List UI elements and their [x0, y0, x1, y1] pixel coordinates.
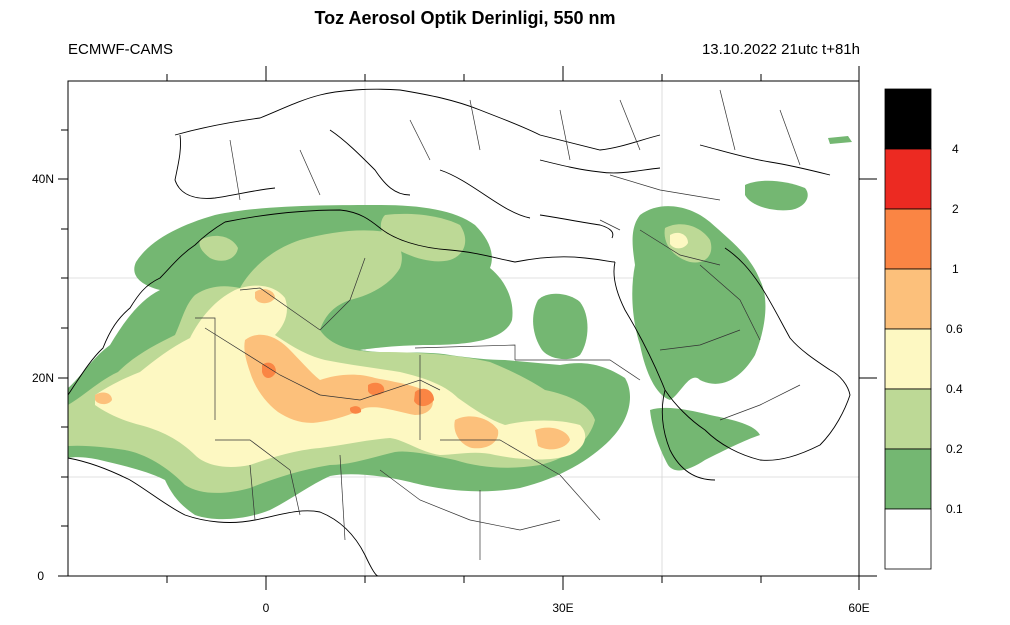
colorbar-label-1: 1	[952, 262, 959, 276]
colorbar-bin-5	[884, 268, 932, 330]
colorbar-bin-6	[884, 208, 932, 270]
colorbar-label-2: 2	[952, 202, 959, 216]
aod-layer-1	[262, 362, 434, 414]
colorbar-label-0.6: 0.6	[946, 322, 963, 336]
country-borders	[195, 89, 801, 560]
colorbar-bin-3	[884, 388, 932, 450]
colorbar-bin-1	[884, 508, 932, 570]
tick-marks	[58, 66, 877, 590]
map-area	[68, 81, 859, 576]
lon-label-30e: 30E	[552, 601, 573, 615]
lat-label-20: 20N	[32, 371, 54, 385]
colorbar-bin-7	[884, 148, 932, 210]
colorbar-label-4: 4	[952, 142, 959, 156]
valid-time-label: 13.10.2022 21utc t+81h	[701, 41, 860, 58]
lat-label-40: 40N	[32, 172, 54, 186]
colorbar-bin-4	[884, 328, 932, 390]
coastlines	[68, 88, 851, 576]
data-source-label: ECMWF-CAMS	[68, 41, 173, 58]
colorbar-label-0.2: 0.2	[946, 442, 963, 456]
lon-label-60e: 60E	[848, 601, 869, 615]
colorbar: 4 2 1 0.6 0.4 0.2 0.1	[884, 88, 963, 570]
colorbar-bin-2	[884, 448, 932, 510]
colorbar-label-0.4: 0.4	[946, 382, 963, 396]
colorbar-bin-8	[884, 88, 932, 150]
lon-label-0: 0	[263, 601, 270, 615]
colorbar-label-0.1: 0.1	[946, 502, 963, 516]
lat-label-0: 0	[37, 569, 44, 583]
map-title: Toz Aerosol Optik Derinligi, 550 nm	[314, 8, 616, 28]
